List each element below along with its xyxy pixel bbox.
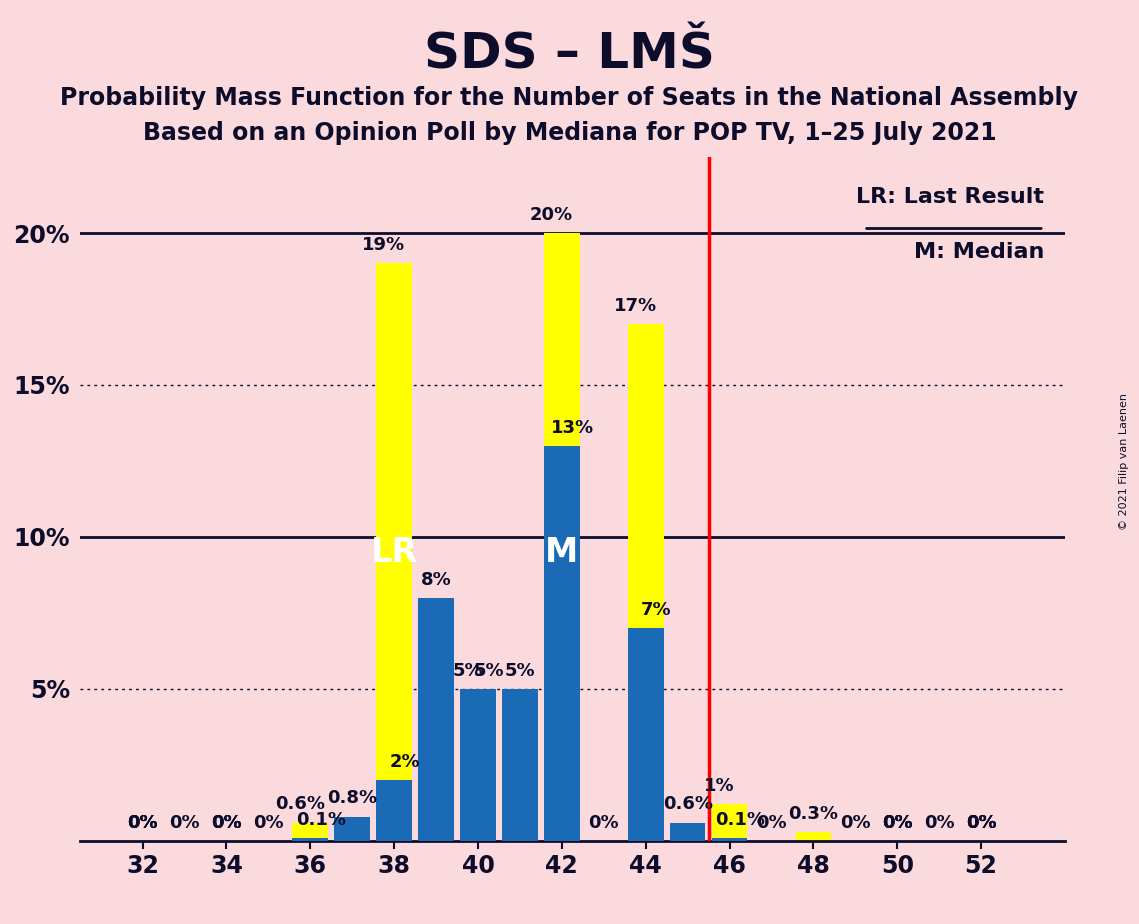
- Text: M: M: [546, 536, 579, 568]
- Bar: [460, 689, 495, 841]
- Text: 0%: 0%: [253, 814, 284, 832]
- Text: 0%: 0%: [128, 814, 158, 832]
- Bar: [628, 324, 664, 841]
- Text: LR: Last Result: LR: Last Result: [857, 188, 1044, 208]
- Text: 0%: 0%: [589, 814, 620, 832]
- Text: 0%: 0%: [211, 814, 241, 832]
- Text: 0.3%: 0.3%: [788, 805, 838, 822]
- Text: 0%: 0%: [882, 814, 912, 832]
- Text: 0.8%: 0.8%: [327, 789, 377, 808]
- Text: 2%: 2%: [390, 753, 420, 771]
- Bar: [712, 838, 747, 841]
- Bar: [418, 598, 454, 841]
- Text: 0%: 0%: [128, 814, 158, 832]
- Text: 8%: 8%: [420, 571, 451, 589]
- Bar: [376, 780, 412, 841]
- Bar: [376, 263, 412, 841]
- Text: Based on an Opinion Poll by Mediana for POP TV, 1–25 July 2021: Based on an Opinion Poll by Mediana for …: [142, 121, 997, 145]
- Text: 17%: 17%: [614, 298, 657, 315]
- Bar: [796, 832, 831, 841]
- Text: 0%: 0%: [882, 814, 912, 832]
- Text: 0%: 0%: [170, 814, 199, 832]
- Text: 0%: 0%: [211, 814, 241, 832]
- Text: 0%: 0%: [128, 814, 158, 832]
- Bar: [460, 689, 495, 841]
- Bar: [293, 838, 328, 841]
- Bar: [544, 233, 580, 841]
- Text: Probability Mass Function for the Number of Seats in the National Assembly: Probability Mass Function for the Number…: [60, 86, 1079, 110]
- Text: 5%: 5%: [473, 662, 503, 680]
- Text: LR: LR: [370, 536, 418, 568]
- Text: 7%: 7%: [641, 601, 672, 619]
- Text: 0%: 0%: [966, 814, 997, 832]
- Text: 0.6%: 0.6%: [274, 796, 325, 813]
- Text: © 2021 Filip van Laenen: © 2021 Filip van Laenen: [1120, 394, 1129, 530]
- Text: 0%: 0%: [966, 814, 997, 832]
- Text: 0.1%: 0.1%: [715, 810, 765, 829]
- Bar: [628, 628, 664, 841]
- Text: 1%: 1%: [704, 777, 735, 796]
- Text: 5%: 5%: [452, 662, 483, 680]
- Text: 0%: 0%: [841, 814, 870, 832]
- Text: SDS – LMŠ: SDS – LMŠ: [424, 30, 715, 79]
- Text: 0.6%: 0.6%: [663, 796, 713, 813]
- Bar: [712, 805, 747, 841]
- Text: 0%: 0%: [966, 814, 997, 832]
- Text: 13%: 13%: [551, 419, 593, 437]
- Text: 20%: 20%: [530, 206, 573, 224]
- Text: 19%: 19%: [362, 237, 405, 254]
- Bar: [670, 822, 705, 841]
- Text: 0%: 0%: [211, 814, 241, 832]
- Bar: [544, 445, 580, 841]
- Text: 0%: 0%: [882, 814, 912, 832]
- Bar: [502, 689, 538, 841]
- Text: M: Median: M: Median: [913, 242, 1044, 262]
- Text: 5%: 5%: [505, 662, 535, 680]
- Text: 0.1%: 0.1%: [296, 810, 346, 829]
- Bar: [335, 817, 370, 841]
- Bar: [293, 822, 328, 841]
- Text: 0%: 0%: [924, 814, 954, 832]
- Text: 0%: 0%: [756, 814, 787, 832]
